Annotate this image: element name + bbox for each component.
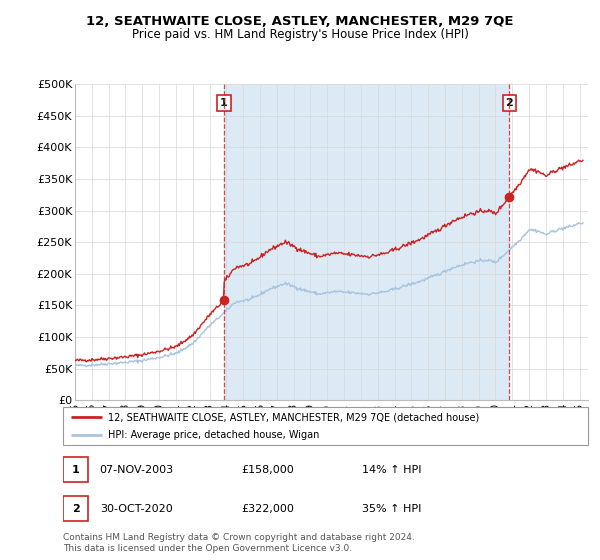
Text: 12, SEATHWAITE CLOSE, ASTLEY, MANCHESTER, M29 7QE: 12, SEATHWAITE CLOSE, ASTLEY, MANCHESTER… — [86, 15, 514, 28]
Text: £322,000: £322,000 — [241, 504, 295, 514]
Text: HPI: Average price, detached house, Wigan: HPI: Average price, detached house, Wiga… — [107, 430, 319, 440]
FancyBboxPatch shape — [63, 407, 588, 445]
FancyBboxPatch shape — [63, 457, 88, 482]
Text: 2: 2 — [506, 98, 514, 108]
Text: 1: 1 — [220, 98, 228, 108]
Text: 35% ↑ HPI: 35% ↑ HPI — [362, 504, 422, 514]
Bar — [224, 84, 509, 400]
Text: Price paid vs. HM Land Registry's House Price Index (HPI): Price paid vs. HM Land Registry's House … — [131, 28, 469, 41]
Text: 2: 2 — [72, 504, 79, 514]
Text: 14% ↑ HPI: 14% ↑ HPI — [362, 465, 422, 475]
Text: 07-NOV-2003: 07-NOV-2003 — [100, 465, 174, 475]
Text: £158,000: £158,000 — [241, 465, 294, 475]
Text: 30-OCT-2020: 30-OCT-2020 — [100, 504, 173, 514]
Text: Contains HM Land Registry data © Crown copyright and database right 2024.
This d: Contains HM Land Registry data © Crown c… — [63, 533, 415, 553]
Text: 12, SEATHWAITE CLOSE, ASTLEY, MANCHESTER, M29 7QE (detached house): 12, SEATHWAITE CLOSE, ASTLEY, MANCHESTER… — [107, 412, 479, 422]
FancyBboxPatch shape — [63, 496, 88, 521]
Text: 1: 1 — [72, 465, 79, 475]
